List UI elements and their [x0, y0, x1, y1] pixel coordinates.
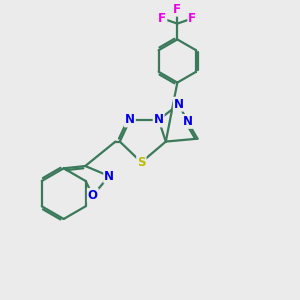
Text: F: F: [173, 3, 181, 16]
Text: F: F: [188, 12, 196, 25]
Text: N: N: [154, 113, 164, 127]
Text: N: N: [104, 169, 114, 183]
Text: N: N: [182, 115, 192, 128]
Text: F: F: [158, 12, 166, 25]
Text: N: N: [125, 113, 135, 127]
Text: O: O: [88, 189, 98, 202]
Text: N: N: [174, 98, 184, 111]
Text: S: S: [137, 156, 146, 169]
